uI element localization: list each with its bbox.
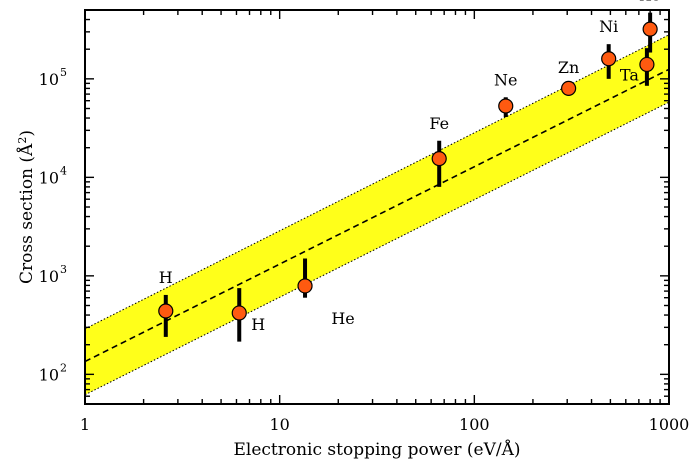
tick-layer [84, 10, 670, 404]
x-tick-label-3: 1000 [649, 415, 690, 434]
y-tick-exponent-0: 2 [60, 361, 67, 374]
point-label-3: Fe [429, 114, 449, 133]
fit-line-layer [84, 68, 670, 363]
data-point-4 [498, 98, 514, 114]
y-tick-label-3: 10 [39, 70, 59, 89]
data-point-5 [561, 80, 577, 96]
point-label-1: H [251, 315, 265, 334]
band-lower-edge [84, 101, 670, 396]
y-axis-label: Cross section (Å2) [16, 130, 37, 284]
point-label-0: H [159, 268, 173, 287]
x-tick-labels: 1 10 100 1000 [80, 415, 689, 434]
data-point-0 [158, 303, 174, 319]
x-tick-label-2: 100 [459, 415, 490, 434]
point-label-5: Zn [558, 58, 579, 77]
y-tick-exponent-1: 3 [60, 263, 67, 276]
x-axis-label: Electronic stopping power (eV/Å) [233, 439, 520, 459]
data-point-1 [231, 305, 247, 321]
band-upper-edge [84, 34, 670, 330]
x-tick-label-1: 10 [269, 415, 289, 434]
fit-line [84, 68, 670, 363]
y-tick-exponent-3: 5 [60, 66, 67, 79]
data-point-3 [431, 151, 447, 167]
data-point-6 [601, 51, 617, 67]
y-tick-label-1: 10 [39, 267, 59, 286]
point-label-6: Ni [599, 17, 618, 36]
point-label-4: Ne [494, 70, 517, 89]
y-tick-label-2: 10 [39, 168, 59, 187]
point-label-8: Xe [640, 0, 661, 5]
point-label-2: He [331, 309, 354, 328]
data-point-2 [297, 278, 313, 294]
data-point-7 [639, 56, 655, 73]
y-tick-exponent-2: 4 [60, 164, 67, 177]
x-tick-label-0: 1 [80, 415, 90, 434]
data-point-layer [158, 21, 658, 321]
y-tick-label-0: 10 [39, 365, 59, 384]
point-label-layer: H H He Fe Ne Zn Ni Ta Xe [159, 0, 661, 334]
point-label-7: Ta [620, 65, 639, 84]
data-point-8 [642, 21, 658, 37]
confidence-band-layer [84, 34, 670, 396]
confidence-band [85, 34, 669, 395]
